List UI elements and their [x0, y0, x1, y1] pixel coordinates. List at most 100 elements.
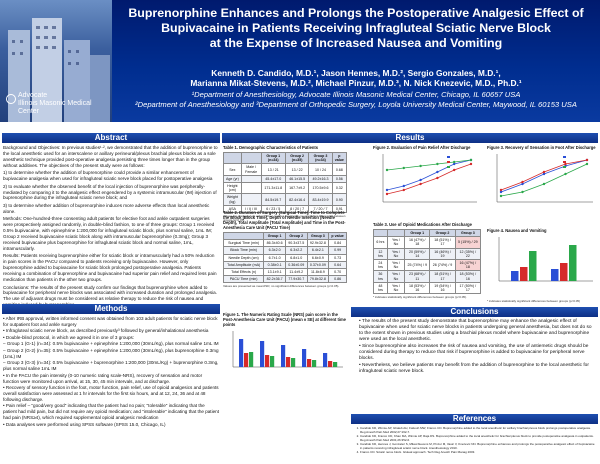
affiliation-line: ¹Department of Anesthesiology, Advocate … [191, 90, 521, 99]
table-cell: 25 (74%) / 9 [404, 258, 431, 272]
figure-3: Figure 3. Recovery of Sensation in Foot … [487, 145, 597, 215]
data-point [521, 180, 524, 184]
data-point [402, 166, 405, 170]
table-cell: 18 (53%) / 16 [404, 281, 431, 295]
table-cell: 12 (35%) / 22 [454, 247, 482, 261]
chart-bar [302, 349, 307, 367]
series-line [386, 163, 472, 195]
table-cell: 13 / 21 [260, 163, 286, 176]
table-cell: Surgical Time (min) [222, 239, 265, 248]
table-cell [240, 174, 262, 184]
logo-line-1: Advocate [18, 92, 48, 99]
poster-title: Buprenorphine Enhances and Prolongs the … [112, 6, 600, 51]
table-cell: PACU Time (min) [222, 275, 265, 284]
data-point [453, 160, 456, 164]
table-row: Age (yr) 45.4±17.0 46.1±15.5 49.2±16.3 0.56 [223, 174, 348, 184]
table-cell: 16 (47%) / 18 [454, 258, 482, 272]
title-line: at the Expense of Increased Nausea and V… [209, 36, 503, 50]
reference-item: Candido KD, Hennes J, Gonzalez S, Mikat-… [360, 442, 596, 450]
table-header-cell: Group 2 [429, 228, 456, 238]
table-cell: 13.1±9.1 [263, 268, 286, 277]
hospital-building-photo: Advocate Illinois Masonic Medical Center [0, 0, 112, 122]
table-cell: 16 (47%) / 18 [404, 236, 431, 249]
references-heading: References [351, 414, 598, 424]
figure-4-title: Figure 4. Nausea and Vomiting [487, 228, 547, 233]
conclusion-item: • Nevertheless, we believe patients may … [359, 363, 589, 374]
data-point [499, 194, 503, 198]
abstract-paragraph: Methods: One-hundred-three consenting ad… [3, 216, 215, 251]
data-point [385, 192, 389, 196]
table-cell: Yes / No [386, 247, 406, 261]
hospital-logo-text: Advocate Illinois Masonic Medical Center [18, 92, 112, 116]
legend-swatch [563, 156, 566, 158]
methods-heading: Methods [2, 304, 220, 314]
table-row: 12 hrs Yes / No 20 (59%) / 14 16 (46%) / 19… [373, 247, 482, 261]
chart-bar [239, 339, 244, 367]
table-cell: 16 (46%) / 19 [429, 247, 456, 261]
table-3-title: Table 3. Use of Opioid Medications After… [373, 222, 472, 227]
chart-bar [323, 353, 328, 367]
table-cell: 82.4±16.4 [284, 193, 310, 206]
table-cell: 0.90 [331, 193, 348, 206]
table-header-cell [386, 228, 406, 238]
table-cell: 84.5±19.7 [260, 193, 286, 206]
chart-bar [270, 356, 275, 367]
table-row: Weight (kg) 84.5±19.7 82.4±16.4 83.4±19.9 0.… [223, 193, 348, 206]
methods-body: • After IRB approval, written informed c… [3, 316, 219, 428]
table-cell: 0.86 [328, 275, 347, 284]
table-cell: Yes / No [386, 258, 406, 272]
table-cell: 6.3±2.0 [263, 246, 286, 255]
legend-swatch [563, 161, 566, 163]
figure-1-chart [232, 331, 343, 368]
abstract-paragraph: 1) to determine whether the addition of … [3, 170, 213, 182]
chart-bar [260, 341, 265, 367]
table-header-cell [222, 231, 265, 241]
table-cell: 171.3±11.8 [260, 181, 286, 195]
table-cell: 46.1±15.5 [284, 174, 310, 184]
chart-bar [529, 251, 537, 281]
figure-2-chart [382, 154, 477, 203]
table-header-cell: Group 3 [306, 231, 330, 241]
table-row: Needle Depth (cm) 6.7±1.0 6.8±1.0 6.6±0.9 0.… [222, 253, 347, 262]
table-row: Height (cm) 171.3±11.8 167.7±9.2 170.5±9.6 0… [223, 181, 348, 195]
chart-bar [307, 359, 312, 367]
data-point [499, 190, 503, 194]
data-point [436, 176, 439, 180]
demographics-table: Group 1 (n=34) Group 2 (n=35) Group 3 (n=3… [223, 151, 348, 214]
figure-3-title: Figure 3. Recovery of Sensation in Foot … [487, 145, 596, 150]
series-line [500, 159, 588, 193]
figure-2: Figure 2. Evaluation of Pain Relief Afte… [373, 145, 481, 215]
data-point [469, 158, 473, 162]
data-point [542, 172, 546, 176]
table-cell: Yes / No [386, 281, 406, 295]
methods-item: • Double-blind protocol, in which we agr… [3, 334, 135, 340]
title-line: Buprenorphine Enhances and Prolongs the … [128, 6, 584, 20]
table-cell: 19 (54%) / 16 [429, 281, 456, 295]
table-cell: Total Effects (n) [222, 268, 265, 277]
table-cell: 90.3±37.5 [284, 239, 308, 248]
table-header-cell: Group 3 [454, 228, 482, 238]
table-cell: 18 (51%) / 17 [429, 236, 456, 249]
data-point [499, 188, 503, 192]
table-cell: 83.4±19.9 [308, 193, 333, 206]
data-point [542, 170, 546, 174]
table-header-cell: Group 2 [284, 231, 308, 241]
table-cell: 6.8±1.0 [284, 253, 308, 262]
table-cell: 82.2±36.7 [263, 275, 286, 284]
advocate-logo-icon [6, 94, 16, 104]
table-cell: 20 (59%) / 14 [404, 247, 431, 261]
methods-item: • Infragluteal sciatic nerve block, as d… [3, 328, 209, 334]
methods-item: • Pain relief – "good/very good" indicat… [3, 403, 219, 421]
author-line: Marianna Mikat-Stevens, M.D.², Michael P… [190, 78, 522, 88]
affiliations: ¹Department of Anesthesiology, Advocate … [112, 90, 600, 110]
figure-4-chart [498, 237, 593, 282]
chart-bar [281, 345, 286, 367]
chart-bar [511, 271, 519, 281]
conclusions-heading: Conclusions [351, 307, 598, 317]
table-cell: 0.32 [331, 181, 348, 195]
table-cell: 79.8±32.8 [306, 275, 330, 284]
chart-bar [551, 269, 559, 281]
table-header-cell: Group 2 (n=35) [284, 151, 310, 165]
table-row: Sex Male / Female 13 / 21 13 / 22 10 / 24 0.6… [223, 163, 348, 176]
table-cell: 0.68 [331, 163, 348, 176]
